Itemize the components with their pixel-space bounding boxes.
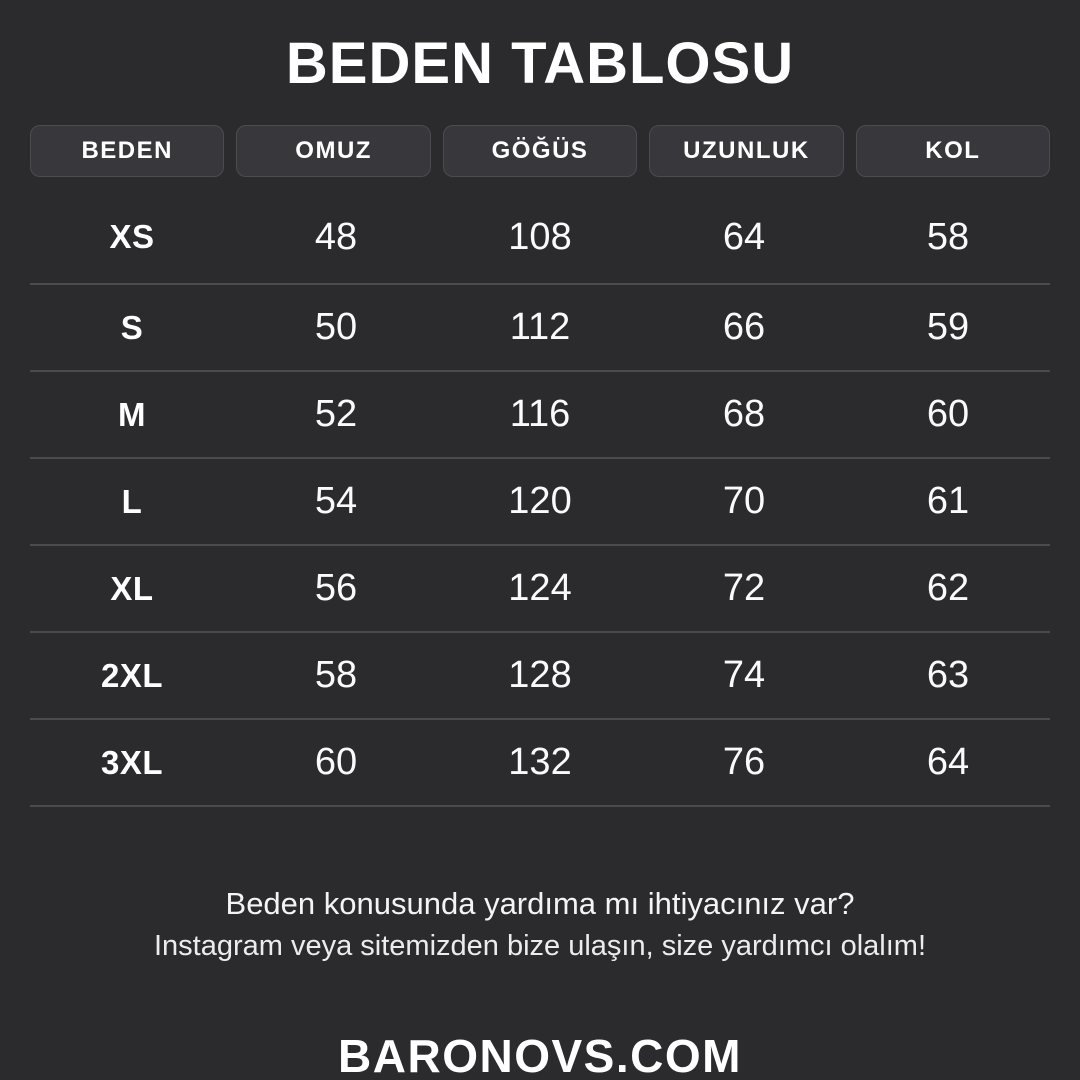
column-header-uzunluk: UZUNLUK (649, 125, 844, 177)
value-cell: 116 (509, 393, 571, 435)
value-cell: 52 (314, 393, 358, 435)
column-header-omuz: OMUZ (236, 125, 431, 177)
column-header-row: BEDEN OMUZ GÖĞÜS UZUNLUK KOL (30, 125, 1051, 177)
column-header-gogus: GÖĞÜS (442, 125, 638, 177)
value-cell: 72 (722, 567, 766, 609)
value-cell: 54 (314, 480, 358, 522)
table-row-xl: XL 56 124 72 62 (30, 546, 1050, 633)
value-cell: 74 (722, 654, 766, 696)
value-cell: 108 (508, 215, 572, 258)
size-cell: XL (110, 569, 154, 607)
size-cell: 3XL (100, 743, 164, 781)
size-cell: XS (109, 218, 155, 255)
size-cell: L (121, 482, 143, 520)
page-title: BEDEN TABLOSU (285, 31, 795, 96)
value-cell: 58 (314, 654, 358, 696)
value-cell: 64 (722, 215, 766, 258)
size-table: XS 48 108 64 58 S 50 112 66 59 M 52 116 … (30, 191, 1050, 807)
value-cell: 124 (508, 567, 572, 609)
value-cell: 60 (926, 393, 970, 435)
value-cell: 59 (926, 306, 970, 348)
size-cell: 2XL (100, 656, 164, 694)
value-cell: 132 (508, 741, 572, 783)
table-row-3xl: 3XL 60 132 76 64 (30, 720, 1050, 807)
table-row-s: S 50 112 66 59 (30, 285, 1050, 372)
column-header-beden: BEDEN (30, 125, 225, 177)
size-cell: S (120, 308, 144, 346)
value-cell: 62 (926, 567, 970, 609)
value-cell: 48 (314, 215, 358, 258)
value-cell: 112 (509, 306, 571, 348)
value-cell: 63 (926, 654, 970, 696)
size-cell: M (118, 395, 146, 433)
help-text-line1: Beden konusunda yardıma mı ihtiyacınız v… (225, 886, 855, 921)
value-cell: 56 (314, 567, 358, 609)
website-text: BARONOVS.COM (338, 1030, 742, 1080)
value-cell: 128 (508, 654, 572, 696)
value-cell: 68 (722, 393, 766, 435)
value-cell: 61 (926, 480, 970, 522)
value-cell: 50 (314, 306, 358, 348)
value-cell: 66 (722, 306, 766, 348)
value-cell: 60 (314, 741, 358, 783)
value-cell: 58 (926, 215, 970, 258)
table-row-2xl: 2XL 58 128 74 63 (30, 633, 1050, 720)
table-row-l: L 54 120 70 61 (30, 459, 1050, 546)
value-cell: 76 (722, 741, 766, 783)
value-cell: 120 (508, 480, 572, 522)
table-row-m: M 52 116 68 60 (30, 372, 1050, 459)
value-cell: 64 (926, 741, 970, 783)
table-row-xs: XS 48 108 64 58 (30, 191, 1050, 285)
column-header-kol: KOL (855, 125, 1051, 177)
help-text-line2: Instagram veya sitemizden bize ulaşın, s… (153, 930, 927, 962)
value-cell: 70 (722, 480, 766, 522)
